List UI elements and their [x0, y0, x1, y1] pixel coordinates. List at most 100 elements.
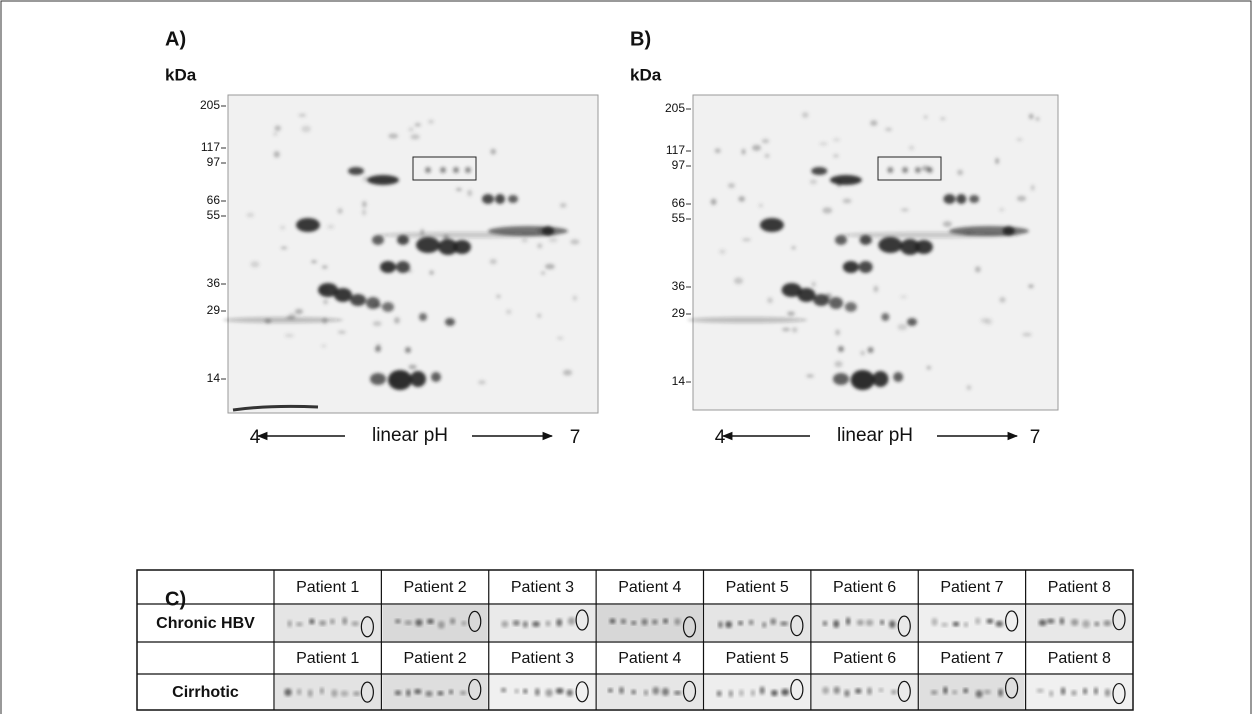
strip-spot — [437, 691, 444, 696]
gel-spot — [980, 317, 989, 324]
strip-spot — [1036, 688, 1044, 693]
gel-spot — [273, 150, 280, 158]
strip-spot — [931, 617, 938, 626]
gel-spot — [337, 330, 346, 334]
gel-spot — [298, 113, 307, 117]
spot-circle — [1005, 677, 1019, 699]
strip-spot — [437, 621, 445, 629]
strip-spot — [555, 687, 564, 694]
gel-spot — [246, 212, 255, 218]
marker-label: 66 — [207, 193, 221, 207]
strip-spot — [986, 618, 994, 624]
strip-spot — [822, 686, 830, 695]
gel-spot — [410, 134, 420, 140]
strip-spot — [522, 620, 528, 628]
strip-spot — [941, 622, 948, 627]
strip-spot — [1071, 690, 1077, 696]
unit-label: kDa — [165, 65, 197, 84]
spot-circle — [575, 681, 589, 703]
strip-spot — [771, 689, 778, 697]
gel-spot — [1028, 113, 1034, 120]
strip-spot — [725, 621, 733, 628]
gel-spot — [348, 167, 364, 175]
strip-spot — [395, 619, 401, 624]
patient-header: Patient 8 — [1048, 579, 1111, 596]
gel-spot — [974, 266, 981, 273]
group-name: Cirrhotic — [172, 684, 239, 701]
gel-spot — [327, 224, 335, 229]
gel-spot — [710, 198, 717, 205]
ph-center: linear pH — [837, 425, 913, 446]
strip-spot — [759, 686, 765, 695]
strip-spot — [716, 690, 722, 697]
gel-spot — [801, 112, 809, 118]
strip-spot — [963, 622, 969, 628]
gel-spot — [370, 373, 386, 385]
gel-spot — [537, 243, 543, 249]
marker-label: 117 — [201, 140, 220, 154]
gel-spot — [835, 329, 841, 336]
strip-spot — [661, 687, 669, 696]
strip-spot — [641, 618, 648, 626]
gel-spot — [873, 285, 879, 293]
marker-label: 55 — [207, 208, 221, 222]
strip-spot — [620, 618, 627, 624]
strip-spot — [426, 618, 434, 624]
gel-spot — [1016, 195, 1027, 202]
strip-spot — [780, 621, 788, 626]
gel-spot — [791, 327, 798, 333]
gel-spot — [334, 288, 352, 302]
spot-circle — [360, 616, 374, 638]
strip-spot — [351, 621, 359, 627]
gel-spot — [429, 270, 434, 275]
strip-spot — [856, 619, 864, 626]
patient-header: Patient 5 — [726, 579, 789, 596]
patient-header: Patient 6 — [833, 579, 896, 596]
gel-spot — [367, 175, 399, 185]
gel-spot — [822, 207, 833, 214]
gel-spot — [323, 299, 329, 305]
gel-spot — [837, 346, 844, 352]
marker-label: 14 — [207, 371, 221, 385]
strip-spot — [1082, 687, 1088, 695]
strip-spot — [406, 689, 411, 697]
strip-spot — [822, 620, 828, 626]
gel-spot — [829, 175, 862, 185]
gel-spot — [819, 141, 828, 146]
gel-strip — [704, 675, 810, 709]
gel-spot — [572, 295, 578, 302]
ph-center: linear pH — [372, 425, 448, 446]
gel-spot — [942, 221, 952, 228]
strip-spot — [319, 687, 324, 695]
strip-spot — [845, 617, 851, 626]
strip-spot — [891, 689, 897, 695]
gel-spot — [885, 127, 893, 132]
gel-strip — [811, 675, 918, 709]
gel-spot — [397, 235, 409, 245]
strip-spot — [296, 622, 303, 627]
strip-spot — [534, 688, 540, 696]
gel-strip — [597, 605, 703, 641]
spot-circle — [1112, 682, 1126, 705]
gel-spot — [294, 308, 304, 315]
gel-spot — [1035, 116, 1040, 121]
gel-spot — [366, 297, 380, 309]
strip-spot — [673, 690, 682, 695]
table-border — [136, 569, 1134, 711]
gel-spot — [781, 283, 802, 297]
gel-image — [223, 94, 599, 414]
gel-spot — [859, 235, 872, 245]
gel-spot — [844, 302, 857, 312]
strip-spot — [998, 688, 1003, 697]
gel-spot — [1028, 284, 1034, 289]
strip-spot — [762, 622, 767, 628]
spot-circle — [682, 616, 697, 638]
patient-header: Patient 6 — [833, 650, 896, 667]
gel-spot — [839, 232, 1020, 238]
gel-spot — [742, 238, 751, 242]
gel-spot — [900, 208, 909, 212]
gel-spot — [559, 202, 567, 208]
strip-spot — [867, 687, 872, 695]
strip-spot — [652, 686, 660, 695]
